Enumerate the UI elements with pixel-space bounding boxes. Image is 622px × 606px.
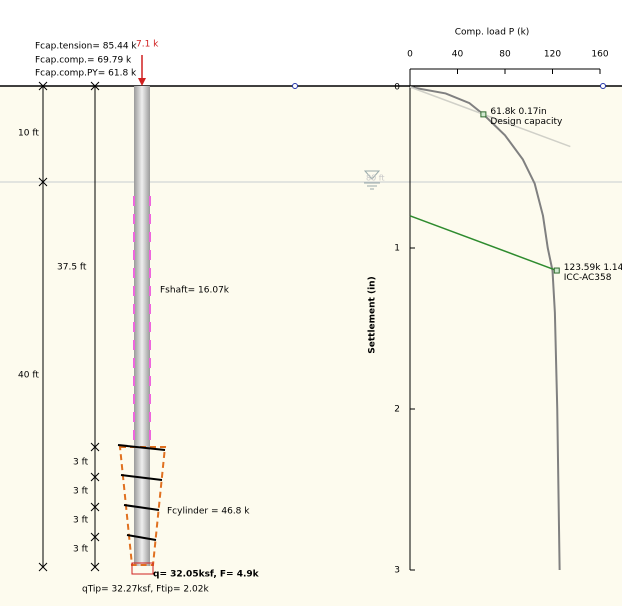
chart-title: Comp. load P (k)	[455, 28, 530, 38]
water-label: 80 ft	[366, 174, 385, 183]
annotation-label: 123.59k 1.14in	[564, 263, 622, 273]
dimension-label: 3 ft	[73, 516, 89, 526]
x-tick-label: 40	[452, 50, 464, 60]
y-tick-label: 3	[394, 566, 400, 576]
node	[600, 83, 606, 89]
curve	[409, 86, 571, 148]
load-label: 7.1 k	[136, 40, 159, 50]
cylinder-label: Fcylinder = 46.8 k	[167, 507, 250, 517]
tip-label: qTip= 32.27ksf, Ftip= 2.02k	[82, 585, 209, 595]
annotation-label: 61.8k 0.17in	[490, 107, 546, 117]
annotation-note: Design capacity	[490, 117, 563, 127]
y-tick-label: 1	[394, 244, 400, 254]
dimension-label: 37.5 ft	[57, 263, 87, 273]
dimension-label: 3 ft	[73, 545, 89, 555]
shaft-friction	[133, 195, 151, 440]
y-axis-label: Settlement (in)	[368, 276, 378, 353]
x-tick-label: 160	[591, 50, 608, 60]
x-tick-label: 80	[499, 50, 511, 60]
x-tick-label: 0	[407, 50, 413, 60]
curve	[409, 86, 561, 571]
y-tick-label: 0	[394, 83, 400, 93]
base-label: q= 32.05ksf, F= 4.9k	[153, 570, 260, 580]
annotation-note: ICC-AC358	[564, 273, 612, 283]
y-tick-label: 2	[394, 405, 400, 415]
dimension-lines	[38, 81, 100, 572]
dimension-label: 10 ft	[18, 129, 39, 139]
tension-label: Fcap.tension= 85.44 k	[35, 42, 137, 52]
node	[292, 83, 298, 89]
dimension-label: 3 ft	[73, 458, 89, 468]
annotation-marker	[480, 111, 487, 118]
curve	[409, 215, 558, 272]
tip-block	[131, 562, 154, 575]
soil	[0, 86, 622, 606]
load-arrow-head	[138, 78, 146, 86]
dimension-label: 40 ft	[18, 371, 39, 381]
x-tick-label: 120	[544, 50, 561, 60]
comp-label: Fcap.comp.= 69.79 k	[35, 56, 132, 66]
pile-shaft	[134, 86, 150, 566]
helix-plates	[117, 444, 166, 541]
shaft-label: Fshaft= 16.07k	[160, 286, 230, 296]
water-symbol	[363, 170, 381, 190]
annotation-marker	[553, 267, 560, 274]
comp-py-label: Fcap.comp.PY= 61.8 k	[35, 69, 137, 79]
dimension-label: 3 ft	[73, 487, 89, 497]
